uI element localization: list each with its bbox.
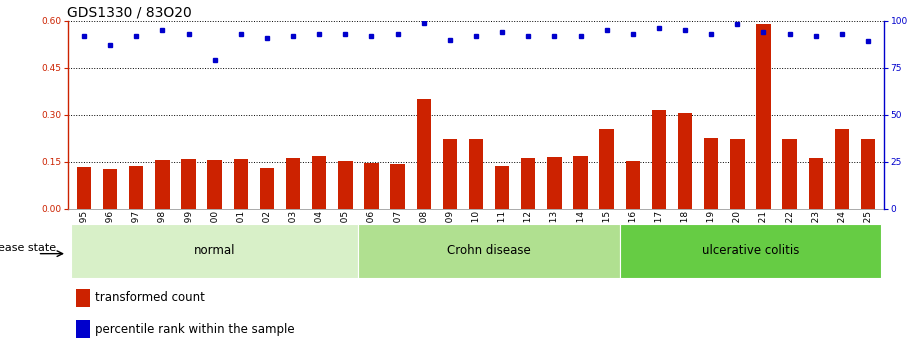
Bar — [834, 128, 849, 209]
Text: disease state: disease state — [0, 243, 56, 253]
Bar — [77, 320, 89, 338]
Bar — [208, 160, 222, 209]
Bar — [521, 158, 536, 209]
Bar — [364, 163, 379, 209]
Bar — [77, 289, 89, 307]
Bar — [730, 139, 744, 209]
Bar — [495, 166, 509, 209]
Bar — [469, 139, 483, 209]
Bar — [103, 169, 118, 209]
Bar — [286, 158, 301, 209]
Bar — [704, 138, 719, 209]
Bar — [443, 139, 457, 209]
Text: percentile rank within the sample: percentile rank within the sample — [96, 323, 295, 336]
Bar — [573, 156, 588, 209]
Bar — [416, 99, 431, 209]
Text: GDS1330 / 83O20: GDS1330 / 83O20 — [67, 6, 191, 20]
Bar — [260, 168, 274, 209]
Bar — [626, 161, 640, 209]
Text: normal: normal — [194, 245, 235, 257]
Bar — [619, 224, 881, 278]
Bar — [599, 129, 614, 209]
Bar — [129, 166, 143, 209]
Bar — [548, 157, 561, 209]
Bar — [678, 113, 692, 209]
Bar — [391, 164, 404, 209]
Text: ulcerative colitis: ulcerative colitis — [701, 245, 799, 257]
Bar — [358, 224, 619, 278]
Text: Crohn disease: Crohn disease — [447, 245, 531, 257]
Bar — [312, 156, 326, 209]
Text: transformed count: transformed count — [96, 291, 205, 304]
Bar — [181, 159, 196, 209]
Bar — [338, 161, 353, 209]
Bar — [861, 139, 875, 209]
Bar — [651, 110, 666, 209]
Bar — [155, 160, 169, 209]
Bar — [71, 224, 358, 278]
Bar — [77, 167, 91, 209]
Bar — [233, 159, 248, 209]
Bar — [783, 139, 797, 209]
Bar — [756, 24, 771, 209]
Bar — [809, 158, 823, 209]
